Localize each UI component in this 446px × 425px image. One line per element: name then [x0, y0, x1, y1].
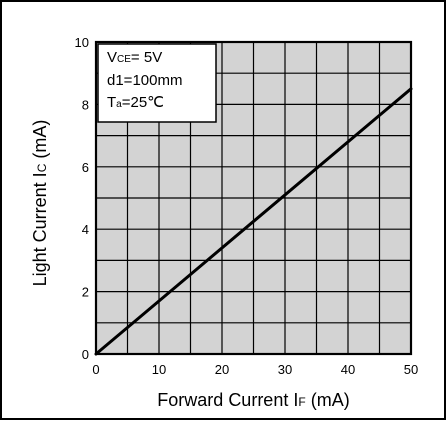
y-tick-label: 10 [75, 35, 89, 50]
y-axis-title: Light Current IC (mA) [30, 120, 50, 287]
x-tick-label: 50 [404, 362, 418, 377]
plot-frame [94, 40, 413, 356]
x-tick-label: 10 [152, 362, 166, 377]
condition-line: d1=100mm [107, 72, 182, 89]
x-tick-label: 40 [341, 362, 355, 377]
condition-line: Ta=25℃ [107, 94, 164, 111]
series-line [94, 87, 413, 356]
y-tick-label: 2 [82, 285, 89, 300]
conditions-box [97, 43, 217, 123]
x-axis-title: Forward Current IF (mA) [157, 390, 349, 410]
condition-line: VCE= 5V [107, 49, 162, 66]
x-tick-label: 0 [92, 362, 99, 377]
y-tick-label: 4 [82, 222, 89, 237]
y-tick-label: 0 [82, 347, 89, 362]
y-tick-label: 8 [82, 97, 89, 112]
x-tick-label: 30 [278, 362, 292, 377]
x-tick-label: 20 [215, 362, 229, 377]
y-tick-label: 6 [82, 160, 89, 175]
